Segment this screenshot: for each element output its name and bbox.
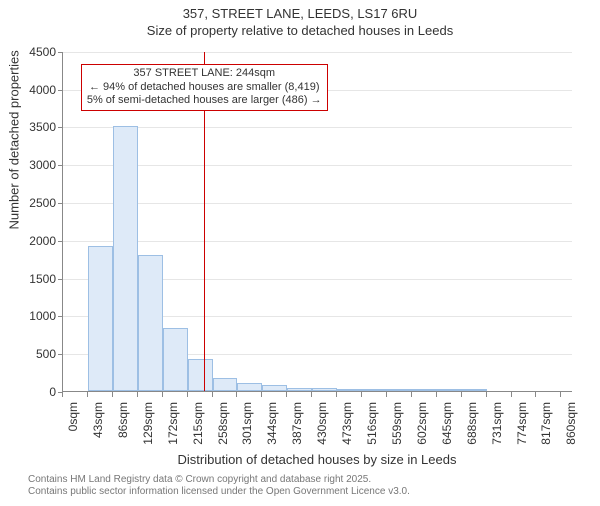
histogram-bar (262, 385, 287, 391)
chart-title-line1: 357, STREET LANE, LEEDS, LS17 6RU (0, 6, 600, 23)
footer-line1: Contains HM Land Registry data © Crown c… (28, 474, 600, 487)
x-tick-label: 387sqm (290, 402, 304, 445)
x-tick-label: 602sqm (415, 402, 429, 445)
chart-container: Number of detached properties 357 STREET… (0, 42, 600, 472)
x-tick-label: 559sqm (390, 402, 404, 445)
y-tick-label: 2500 (6, 196, 56, 210)
gridline (63, 52, 572, 53)
y-tick-mark (58, 203, 63, 204)
histogram-bar (188, 359, 213, 391)
x-tick-label: 172sqm (166, 402, 180, 445)
x-tick-mark (386, 392, 387, 397)
y-tick-mark (58, 52, 63, 53)
x-tick-mark (560, 392, 561, 397)
y-axis-label-wrap: Number of detached properties (0, 52, 20, 392)
gridline (63, 127, 572, 128)
x-tick-mark (286, 392, 287, 397)
histogram-bar (437, 389, 462, 391)
x-tick-mark (137, 392, 138, 397)
x-tick-mark (436, 392, 437, 397)
x-tick-label: 344sqm (265, 402, 279, 445)
annotation-line1: 357 STREET LANE: 244sqm (87, 67, 322, 81)
y-tick-mark (58, 165, 63, 166)
y-tick-mark (58, 241, 63, 242)
histogram-bar (213, 378, 238, 391)
x-tick-label: 0sqm (66, 402, 80, 431)
annotation-line2: ← 94% of detached houses are smaller (8,… (87, 81, 322, 95)
x-tick-label: 860sqm (564, 402, 578, 445)
footer-attribution: Contains HM Land Registry data © Crown c… (0, 472, 600, 499)
x-tick-mark (236, 392, 237, 397)
x-tick-label: 645sqm (440, 402, 454, 445)
x-tick-mark (62, 392, 63, 397)
x-tick-mark (361, 392, 362, 397)
x-tick-label: 301sqm (240, 402, 254, 445)
y-tick-label: 2000 (6, 234, 56, 248)
x-axis-label: Distribution of detached houses by size … (62, 452, 572, 467)
y-tick-label: 4500 (6, 45, 56, 59)
histogram-bar (362, 389, 387, 391)
histogram-bar (287, 388, 312, 391)
gridline (63, 241, 572, 242)
y-tick-label: 3500 (6, 120, 56, 134)
x-tick-mark (162, 392, 163, 397)
x-tick-mark (486, 392, 487, 397)
x-tick-label: 516sqm (365, 402, 379, 445)
histogram-bar (312, 388, 337, 391)
x-tick-mark (212, 392, 213, 397)
y-tick-label: 1500 (6, 272, 56, 286)
x-tick-label: 258sqm (216, 402, 230, 445)
histogram-bar (113, 126, 138, 390)
annotation-box: 357 STREET LANE: 244sqm← 94% of detached… (81, 64, 328, 111)
y-tick-label: 3000 (6, 158, 56, 172)
x-tick-label: 215sqm (191, 402, 205, 445)
x-tick-mark (336, 392, 337, 397)
histogram-bar (412, 389, 437, 391)
y-tick-mark (58, 279, 63, 280)
y-tick-label: 1000 (6, 309, 56, 323)
x-tick-label: 86sqm (116, 402, 130, 438)
x-tick-mark (112, 392, 113, 397)
x-tick-mark (461, 392, 462, 397)
histogram-bar (462, 389, 487, 391)
x-tick-mark (535, 392, 536, 397)
x-tick-mark (187, 392, 188, 397)
chart-title-line2: Size of property relative to detached ho… (0, 23, 600, 38)
gridline (63, 165, 572, 166)
y-tick-label: 500 (6, 347, 56, 361)
y-tick-label: 0 (6, 385, 56, 399)
x-tick-label: 473sqm (340, 402, 354, 445)
y-tick-label: 4000 (6, 83, 56, 97)
x-tick-label: 731sqm (490, 402, 504, 445)
annotation-line3: 5% of semi-detached houses are larger (4… (87, 94, 322, 108)
x-tick-mark (87, 392, 88, 397)
plot-area: 357 STREET LANE: 244sqm← 94% of detached… (62, 52, 572, 392)
histogram-bar (138, 255, 163, 391)
y-tick-mark (58, 90, 63, 91)
histogram-bar (387, 389, 412, 391)
x-tick-mark (261, 392, 262, 397)
x-tick-mark (311, 392, 312, 397)
y-tick-mark (58, 316, 63, 317)
x-tick-label: 817sqm (539, 402, 553, 445)
x-tick-label: 688sqm (465, 402, 479, 445)
histogram-bar (237, 383, 262, 391)
x-tick-label: 129sqm (141, 402, 155, 445)
histogram-bar (163, 328, 188, 391)
y-tick-mark (58, 354, 63, 355)
histogram-bar (88, 246, 113, 391)
x-tick-mark (411, 392, 412, 397)
x-tick-label: 430sqm (315, 402, 329, 445)
histogram-bar (337, 389, 362, 391)
gridline (63, 203, 572, 204)
footer-line2: Contains public sector information licen… (28, 486, 600, 499)
x-tick-label: 43sqm (91, 402, 105, 438)
x-tick-label: 774sqm (515, 402, 529, 445)
x-tick-mark (511, 392, 512, 397)
y-tick-mark (58, 127, 63, 128)
